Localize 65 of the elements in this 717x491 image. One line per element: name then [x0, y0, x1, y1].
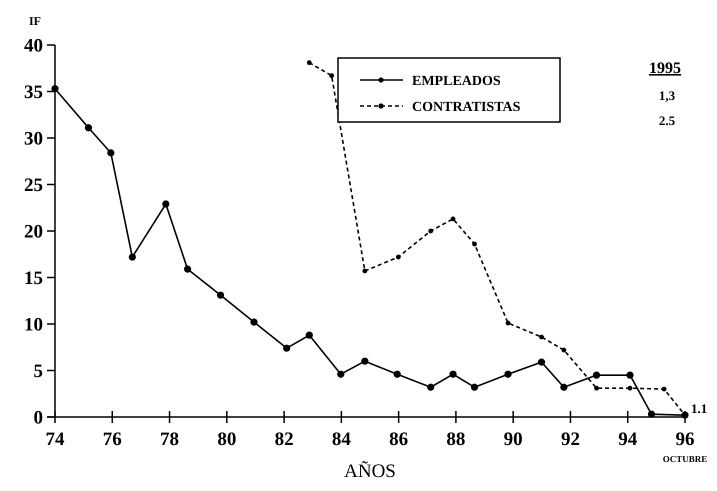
point [396, 254, 401, 260]
point [560, 384, 568, 391]
point [450, 216, 456, 222]
legend-label: CONTRATISTAS [412, 100, 521, 115]
y-axis-title: IF [29, 14, 41, 28]
point [428, 228, 434, 234]
y-tick-label: 40 [24, 36, 43, 57]
y-tick-label: 10 [24, 314, 43, 336]
point [51, 85, 59, 92]
x-tick-label: 78 [160, 429, 180, 450]
annotation: 2.5 [658, 113, 676, 128]
point [662, 386, 666, 392]
point [626, 372, 634, 379]
point [504, 370, 512, 378]
point [449, 370, 457, 378]
x-tick-label: 80 [217, 429, 236, 450]
y-tick-label: 35 [24, 82, 43, 104]
point [472, 242, 477, 246]
point [539, 334, 544, 340]
point [594, 386, 599, 391]
point [648, 410, 656, 418]
point [394, 370, 401, 378]
point [470, 384, 478, 391]
legend-label: EMPLEADOS [412, 74, 501, 89]
point [306, 332, 313, 339]
x-tick-label: 96 [676, 429, 694, 450]
point [628, 386, 632, 391]
y-tick-label: 15 [24, 268, 43, 290]
y-tick-label: 30 [24, 128, 43, 150]
point [538, 358, 546, 366]
x-tick-label: 94 [618, 429, 638, 450]
x-tick-label: 74 [46, 429, 65, 450]
point [306, 60, 312, 66]
point [216, 292, 224, 299]
point [337, 370, 344, 378]
y-tick-label: 0 [34, 408, 43, 429]
point [427, 384, 434, 391]
x-tick-label: 92 [560, 429, 580, 450]
text: 1.1 [691, 401, 708, 416]
point [84, 124, 92, 132]
annotation: 1,3 [658, 88, 676, 103]
x-tick-label: 90 [504, 429, 523, 450]
x-tick-label: 82 [274, 429, 294, 450]
annotation: 1995 [649, 60, 681, 77]
point [162, 200, 170, 208]
point [592, 372, 600, 379]
point [361, 358, 368, 365]
point [107, 149, 114, 156]
y-tick-label: 5 [34, 361, 43, 382]
x-tick-label: 84 [332, 429, 352, 450]
y-tick-label: 25 [24, 175, 43, 196]
point [329, 73, 334, 78]
x-axis-title: AÑOS [344, 461, 396, 482]
x-tick-label: 88 [446, 429, 466, 450]
text: OCTUBRE [662, 454, 708, 464]
y-tick-label: 20 [24, 222, 43, 243]
point [362, 268, 368, 274]
point [184, 266, 192, 273]
x-tick-label: 86 [389, 429, 408, 450]
point [250, 318, 258, 326]
point [283, 344, 290, 352]
x-tick-label: 76 [102, 429, 122, 450]
point [561, 348, 566, 352]
point [128, 253, 136, 261]
point [506, 320, 510, 326]
